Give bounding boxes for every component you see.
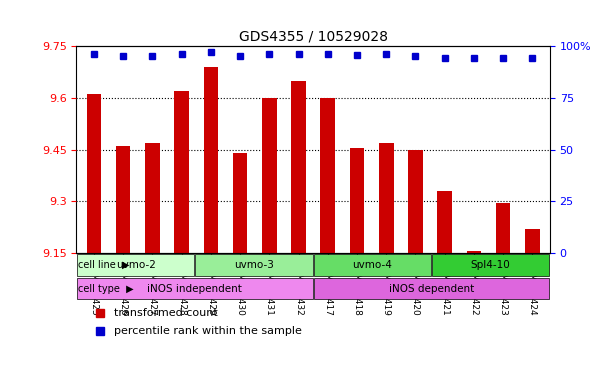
Bar: [496, 203, 510, 253]
Bar: [349, 148, 364, 253]
Bar: [233, 153, 247, 253]
Text: transformed count: transformed count: [114, 308, 218, 318]
Bar: [467, 252, 481, 253]
Bar: [291, 81, 306, 253]
Text: iNOS dependent: iNOS dependent: [389, 283, 474, 293]
Title: GDS4355 / 10529028: GDS4355 / 10529028: [239, 30, 387, 43]
FancyBboxPatch shape: [77, 254, 194, 276]
Bar: [262, 98, 277, 253]
Text: cell line  ▶: cell line ▶: [78, 260, 130, 270]
Bar: [116, 146, 131, 253]
FancyBboxPatch shape: [77, 278, 313, 299]
Text: cell type  ▶: cell type ▶: [78, 283, 133, 293]
Text: uvmo-2: uvmo-2: [115, 260, 156, 270]
Bar: [525, 229, 540, 253]
FancyBboxPatch shape: [432, 254, 549, 276]
Bar: [320, 98, 335, 253]
Text: percentile rank within the sample: percentile rank within the sample: [114, 326, 302, 336]
Text: uvmo-4: uvmo-4: [353, 260, 392, 270]
FancyBboxPatch shape: [196, 254, 313, 276]
FancyBboxPatch shape: [313, 254, 431, 276]
Text: Spl4-10: Spl4-10: [471, 260, 511, 270]
FancyBboxPatch shape: [313, 278, 549, 299]
Text: uvmo-3: uvmo-3: [234, 260, 274, 270]
Bar: [145, 143, 159, 253]
Text: iNOS independent: iNOS independent: [147, 283, 242, 293]
Bar: [87, 94, 101, 253]
Bar: [203, 67, 218, 253]
Bar: [437, 191, 452, 253]
Bar: [379, 143, 393, 253]
Bar: [174, 91, 189, 253]
Bar: [408, 149, 423, 253]
